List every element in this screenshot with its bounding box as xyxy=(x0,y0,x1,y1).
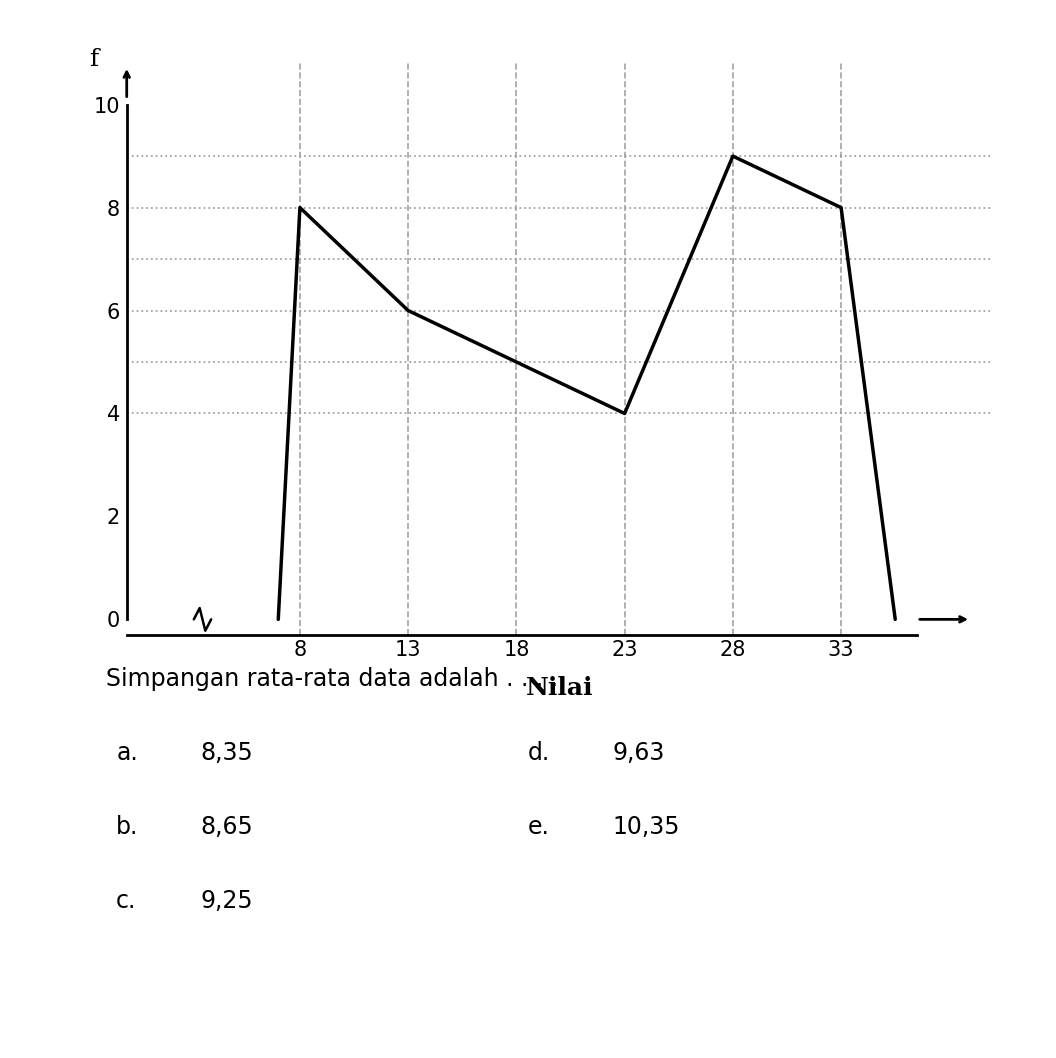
Text: b.: b. xyxy=(116,815,138,839)
Text: d.: d. xyxy=(528,741,550,765)
Text: a.: a. xyxy=(116,741,138,765)
Text: 9,25: 9,25 xyxy=(201,889,253,913)
Text: 10,35: 10,35 xyxy=(612,815,680,839)
Text: c.: c. xyxy=(116,889,136,913)
Text: 8,65: 8,65 xyxy=(201,815,253,839)
Text: 8,35: 8,35 xyxy=(201,741,253,765)
Text: e.: e. xyxy=(528,815,550,839)
X-axis label: Nilai: Nilai xyxy=(526,676,593,700)
Text: f: f xyxy=(90,49,99,71)
Text: Simpangan rata-rata data adalah . . . .: Simpangan rata-rata data adalah . . . . xyxy=(106,667,558,691)
Text: 9,63: 9,63 xyxy=(612,741,665,765)
